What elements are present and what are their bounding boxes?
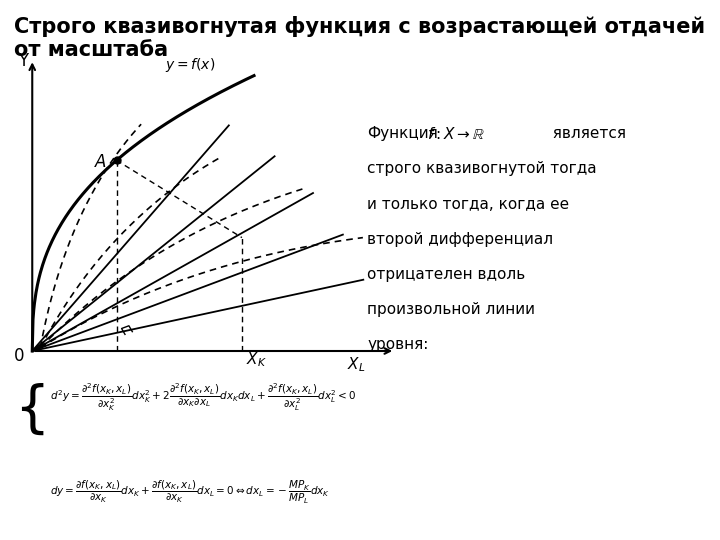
Text: $d^2y = \dfrac{\partial^2 f(x_K, x_L)}{\partial x_K^2}dx_K^2 + 2\dfrac{\partial^: $d^2y = \dfrac{\partial^2 f(x_K, x_L)}{\… [50,381,356,413]
Text: $f : X \to \mathbb{R}$: $f : X \to \mathbb{R}$ [427,126,485,142]
Text: $\{$: $\{$ [14,381,45,437]
Text: $X_K$: $X_K$ [246,350,266,369]
Text: $dy = \dfrac{\partial f(x_K, x_L)}{\partial x_K}dx_K + \dfrac{\partial f(x_K, x_: $dy = \dfrac{\partial f(x_K, x_L)}{\part… [50,479,330,507]
Text: строго квазивогнутой тогда: строго квазивогнутой тогда [367,161,597,177]
Text: является: является [544,126,626,141]
Text: 0: 0 [14,347,24,364]
Text: уровня:: уровня: [367,338,428,353]
Text: $X_L$: $X_L$ [347,355,365,374]
Text: $y=f(x)$: $y=f(x)$ [166,56,215,74]
Text: Функция: Функция [367,126,438,141]
Text: $A$: $A$ [94,153,107,171]
Text: второй дифференциал: второй дифференциал [367,232,553,247]
Text: отрицателен вдоль: отрицателен вдоль [367,267,526,282]
Text: Y: Y [18,52,28,70]
Text: произвольной линии: произвольной линии [367,302,535,318]
Text: и только тогда, когда ее: и только тогда, когда ее [367,197,570,212]
Text: Строго квазивогнутая функция с возрастающей отдачей от масштаба: Строго квазивогнутая функция с возрастаю… [14,16,706,60]
